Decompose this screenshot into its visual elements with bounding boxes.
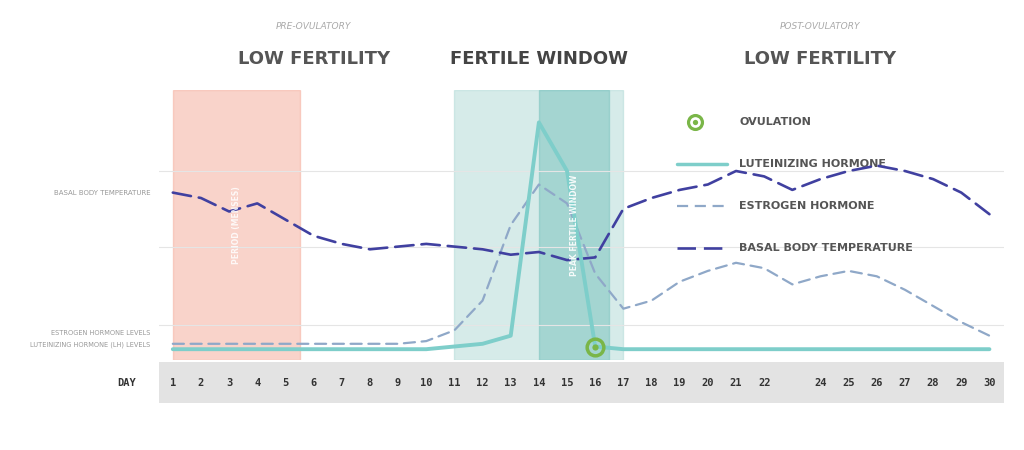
Text: 20: 20 — [701, 378, 714, 387]
Text: 24: 24 — [814, 378, 826, 387]
Text: POST-OVULATORY: POST-OVULATORY — [780, 22, 861, 31]
Text: 17: 17 — [617, 378, 630, 387]
Text: 1: 1 — [170, 378, 176, 387]
Text: 7: 7 — [339, 378, 345, 387]
Text: 16: 16 — [589, 378, 601, 387]
Text: 27: 27 — [899, 378, 911, 387]
Text: 6: 6 — [310, 378, 316, 387]
Text: 3: 3 — [226, 378, 232, 387]
Text: PERIOD (MENSES): PERIOD (MENSES) — [231, 186, 241, 264]
Text: 19: 19 — [674, 378, 686, 387]
Bar — [539, 90, 609, 360]
Text: 10: 10 — [420, 378, 432, 387]
Text: 28: 28 — [927, 378, 939, 387]
Bar — [173, 90, 299, 360]
Text: 18: 18 — [645, 378, 657, 387]
Text: 8: 8 — [367, 378, 373, 387]
Text: 13: 13 — [505, 378, 517, 387]
Text: 21: 21 — [730, 378, 742, 387]
Bar — [455, 90, 624, 360]
Text: BASAL BODY TEMPERATURE: BASAL BODY TEMPERATURE — [54, 189, 151, 196]
Text: 4: 4 — [254, 378, 260, 387]
Text: 9: 9 — [395, 378, 401, 387]
Text: DAY: DAY — [118, 378, 136, 387]
Text: 12: 12 — [476, 378, 488, 387]
Text: ESTROGEN HORMONE LEVELS: ESTROGEN HORMONE LEVELS — [51, 330, 151, 336]
Text: FERTILE WINDOW: FERTILE WINDOW — [450, 50, 628, 68]
Text: LOW FERTILITY: LOW FERTILITY — [238, 50, 390, 68]
Text: ESTROGEN HORMONE: ESTROGEN HORMONE — [739, 201, 874, 211]
Text: 26: 26 — [870, 378, 883, 387]
Text: 2: 2 — [198, 378, 204, 387]
Text: OVULATION: OVULATION — [739, 117, 811, 127]
Text: LUTEINIZING HORMONE (LH) LEVELS: LUTEINIZING HORMONE (LH) LEVELS — [30, 342, 151, 348]
Text: 25: 25 — [843, 378, 855, 387]
Text: 30: 30 — [983, 378, 995, 387]
Text: 15: 15 — [561, 378, 573, 387]
Text: PEAK FERTILE WINDOW: PEAK FERTILE WINDOW — [569, 174, 579, 276]
Text: 22: 22 — [758, 378, 770, 387]
Text: 14: 14 — [532, 378, 545, 387]
Text: 11: 11 — [449, 378, 461, 387]
Text: BASAL BODY TEMPERATURE: BASAL BODY TEMPERATURE — [739, 243, 913, 253]
Text: PRE-OVULATORY: PRE-OVULATORY — [275, 22, 351, 31]
Text: 5: 5 — [283, 378, 289, 387]
Text: LOW FERTILITY: LOW FERTILITY — [744, 50, 897, 68]
Text: LUTEINIZING HORMONE: LUTEINIZING HORMONE — [739, 159, 886, 169]
Text: 29: 29 — [955, 378, 968, 387]
